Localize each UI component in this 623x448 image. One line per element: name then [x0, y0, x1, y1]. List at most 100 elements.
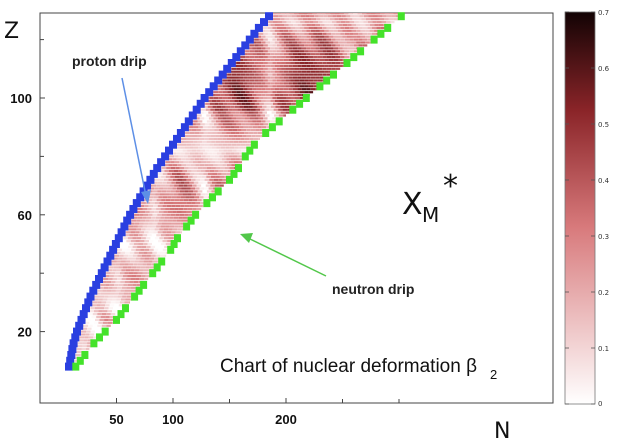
- heatmap-cell: [184, 140, 189, 143]
- heatmap-cell: [182, 193, 188, 196]
- heatmap-cell: [338, 41, 343, 44]
- heatmap-cell: [301, 58, 307, 62]
- heatmap-cell: [306, 58, 311, 62]
- heatmap-cell: [239, 131, 245, 135]
- heatmap-cell: [141, 228, 146, 231]
- heatmap-cell: [212, 181, 217, 184]
- heatmap-cell: [261, 58, 266, 62]
- heatmap-cell: [139, 269, 144, 272]
- chart-title: Chart of nuclear deformation β 2: [220, 356, 497, 382]
- heatmap-cell: [286, 44, 291, 47]
- heatmap-cell: [341, 1, 346, 3]
- heatmap-cell: [106, 301, 111, 304]
- neutron-drip-point: [235, 164, 242, 173]
- proton-drip-point: [132, 199, 141, 208]
- heatmap-cell: [142, 234, 148, 237]
- heatmap-cell: [229, 94, 234, 97]
- heatmap-cell: [176, 158, 182, 161]
- heatmap-cell: [130, 277, 136, 281]
- heatmap-cell: [181, 137, 186, 140]
- heatmap-cell: [184, 146, 190, 149]
- heatmap-cell: [254, 79, 259, 82]
- heatmap-cell: [347, 47, 352, 50]
- heatmap-cell: [175, 213, 180, 216]
- heatmap-cell: [290, 56, 295, 59]
- heatmap-cell: [261, 53, 266, 56]
- heatmap-cell: [224, 161, 229, 164]
- heatmap-cell: [290, 79, 295, 82]
- heatmap-cell: [152, 213, 158, 216]
- heatmap-cell: [288, 76, 293, 79]
- heatmap-cell: [310, 64, 316, 67]
- heatmap-cell: [106, 272, 111, 275]
- neutron-drip-point: [149, 269, 157, 278]
- heatmap-cell: [252, 64, 257, 67]
- heatmap-cell: [343, 4, 348, 6]
- heatmap-cell: [262, 105, 267, 108]
- heatmap-cell: [227, 169, 233, 173]
- heatmap-cell: [317, 67, 323, 70]
- heatmap-cell: [247, 140, 252, 143]
- heatmap-cell: [292, 41, 298, 44]
- heatmap-cell: [222, 164, 227, 167]
- heatmap-cell: [288, 9, 293, 11]
- heatmap-cell: [213, 96, 219, 100]
- heatmap-cell: [309, 21, 314, 24]
- heatmap-cell: [228, 161, 234, 164]
- heatmap-cell: [108, 286, 113, 289]
- heatmap-cell: [191, 129, 197, 132]
- heatmap-cell: [127, 237, 133, 240]
- heatmap-cell: [212, 111, 218, 114]
- heatmap-cell: [336, 1, 341, 3]
- heatmap-cell: [308, 91, 314, 94]
- heatmap-cell: [255, 129, 260, 132]
- heatmap-cell: [194, 196, 199, 199]
- heatmap-cell: [331, 38, 336, 41]
- proton-drip-point: [120, 222, 129, 231]
- heatmap-cell: [207, 152, 213, 155]
- heatmap-cell: [109, 275, 114, 278]
- heatmap-cell: [203, 111, 209, 114]
- heatmap-cell: [313, 32, 318, 35]
- heatmap-cell: [245, 67, 250, 70]
- heatmap-cell: [338, 64, 343, 67]
- heatmap-cell: [254, 85, 259, 88]
- heatmap-cell: [125, 251, 130, 254]
- heatmap-cell: [396, 9, 401, 11]
- heatmap-cell: [265, 120, 271, 123]
- heatmap-cell: [232, 102, 237, 105]
- heatmap-cell: [350, 15, 355, 18]
- heatmap-cell: [295, 79, 300, 82]
- neutron-drip-point: [370, 35, 378, 44]
- heatmap-cell: [226, 172, 231, 175]
- heatmap-cell: [161, 190, 167, 193]
- heatmap-cell: [160, 207, 166, 211]
- heatmap-cell: [286, 91, 291, 94]
- heatmap-cell: [225, 152, 231, 155]
- heatmap-cell: [200, 123, 205, 126]
- heatmap-cell: [249, 117, 255, 120]
- heatmap-cell: [247, 114, 252, 117]
- heatmap-cell: [229, 88, 234, 91]
- neutron-drip-point: [96, 333, 103, 342]
- heatmap-cell: [285, 111, 290, 114]
- heatmap-cell: [256, 47, 262, 50]
- heatmap-cell: [277, 32, 282, 35]
- heatmap-cell: [172, 158, 177, 161]
- heatmap-cell: [113, 266, 119, 269]
- heatmap-cell: [170, 175, 175, 178]
- heatmap-cell: [220, 99, 226, 102]
- heatmap-cell: [382, 15, 387, 18]
- heatmap-cell: [234, 64, 239, 67]
- heatmap-cell: [286, 26, 291, 29]
- heatmap-cell: [235, 158, 240, 161]
- heatmap-cell: [324, 70, 329, 73]
- heatmap-cell: [254, 56, 259, 59]
- heatmap-cell: [193, 126, 199, 129]
- heatmap-cell: [277, 79, 282, 82]
- heatmap-cell: [354, 1, 359, 3]
- heatmap-cell: [214, 123, 219, 126]
- heatmap-cell: [169, 155, 175, 158]
- heatmap-cell: [225, 146, 230, 149]
- heatmap-cell: [177, 164, 182, 167]
